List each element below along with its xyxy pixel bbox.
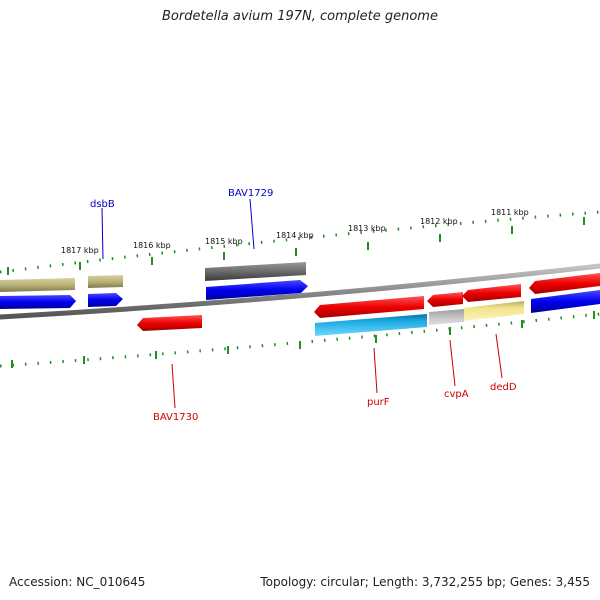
leader-purF — [373, 347, 378, 394]
upper-track-features — [0, 262, 306, 292]
cds-reverse-right[interactable] — [529, 273, 600, 294]
ruler-label-1817: 1817 kbp — [61, 246, 99, 255]
inner-ruler-ticks — [11, 311, 595, 368]
forward-cds-track — [0, 280, 600, 313]
cds-forward-right[interactable] — [531, 290, 600, 313]
ruler-label-1814: 1814 kbp — [276, 231, 314, 240]
ruler-label-1813: 1813 kbp — [348, 224, 386, 233]
cyan-feature-purF[interactable] — [315, 314, 427, 336]
gene-label-cvpA[interactable]: cvpA — [444, 389, 469, 400]
leader-cvpA — [449, 339, 456, 387]
cds-reverse-dedD[interactable] — [462, 284, 521, 302]
cds-forward-left[interactable] — [0, 295, 76, 309]
cds-reverse-BAV1730[interactable] — [137, 315, 202, 331]
inner-ruler-dots — [0, 312, 600, 368]
gene-label-dedD[interactable]: dedD — [490, 382, 517, 393]
reverse-cds-track — [137, 273, 600, 331]
gene-label-BAV1730[interactable]: BAV1730 — [153, 412, 198, 423]
genome-stats-text: Topology: circular; Length: 3,732,255 bp… — [260, 575, 590, 589]
leader-BAV1729 — [249, 198, 255, 250]
ruler-label-1811: 1811 kbp — [491, 208, 529, 217]
cds-forward-BAV1729[interactable] — [206, 280, 308, 300]
gray-feature-BAV1729[interactable] — [205, 262, 306, 281]
ruler-label-1816: 1816 kbp — [133, 241, 171, 250]
lightgray-feature-cvpA[interactable] — [429, 309, 464, 325]
leader-dsbB — [101, 207, 104, 260]
outer-ruler — [0, 210, 600, 275]
lower-track-features — [315, 301, 524, 336]
gene-labels: dsbB BAV1729 BAV1730 purF cvpA dedD — [90, 188, 517, 423]
leader-BAV1730 — [171, 363, 176, 409]
accession-text: Accession: NC_010645 — [9, 575, 146, 589]
gene-label-purF[interactable]: purF — [367, 397, 390, 408]
cds-reverse-purF[interactable] — [314, 296, 424, 318]
olive-feature-dsbB[interactable] — [88, 275, 123, 288]
cds-reverse-cvpA[interactable] — [427, 292, 463, 307]
gene-label-dsbB[interactable]: dsbB — [90, 199, 115, 210]
outer-ruler-ticks — [7, 217, 585, 275]
leader-dedD — [495, 333, 503, 379]
inner-ruler — [0, 311, 600, 368]
cds-forward-dsbB[interactable] — [88, 293, 123, 307]
olive-feature-left[interactable] — [0, 278, 75, 292]
map-title: Bordetella avium 197N, complete genome — [162, 9, 438, 24]
gene-label-BAV1729[interactable]: BAV1729 — [228, 188, 273, 199]
ruler-label-1812: 1812 kbp — [420, 217, 458, 226]
label-leaders — [101, 198, 503, 409]
ruler-labels: 1817 kbp 1816 kbp 1815 kbp 1814 kbp 1813… — [61, 208, 529, 255]
yellow-feature-dedD[interactable] — [464, 301, 524, 321]
ruler-label-1815: 1815 kbp — [205, 237, 243, 246]
genome-backbone — [0, 263, 600, 320]
